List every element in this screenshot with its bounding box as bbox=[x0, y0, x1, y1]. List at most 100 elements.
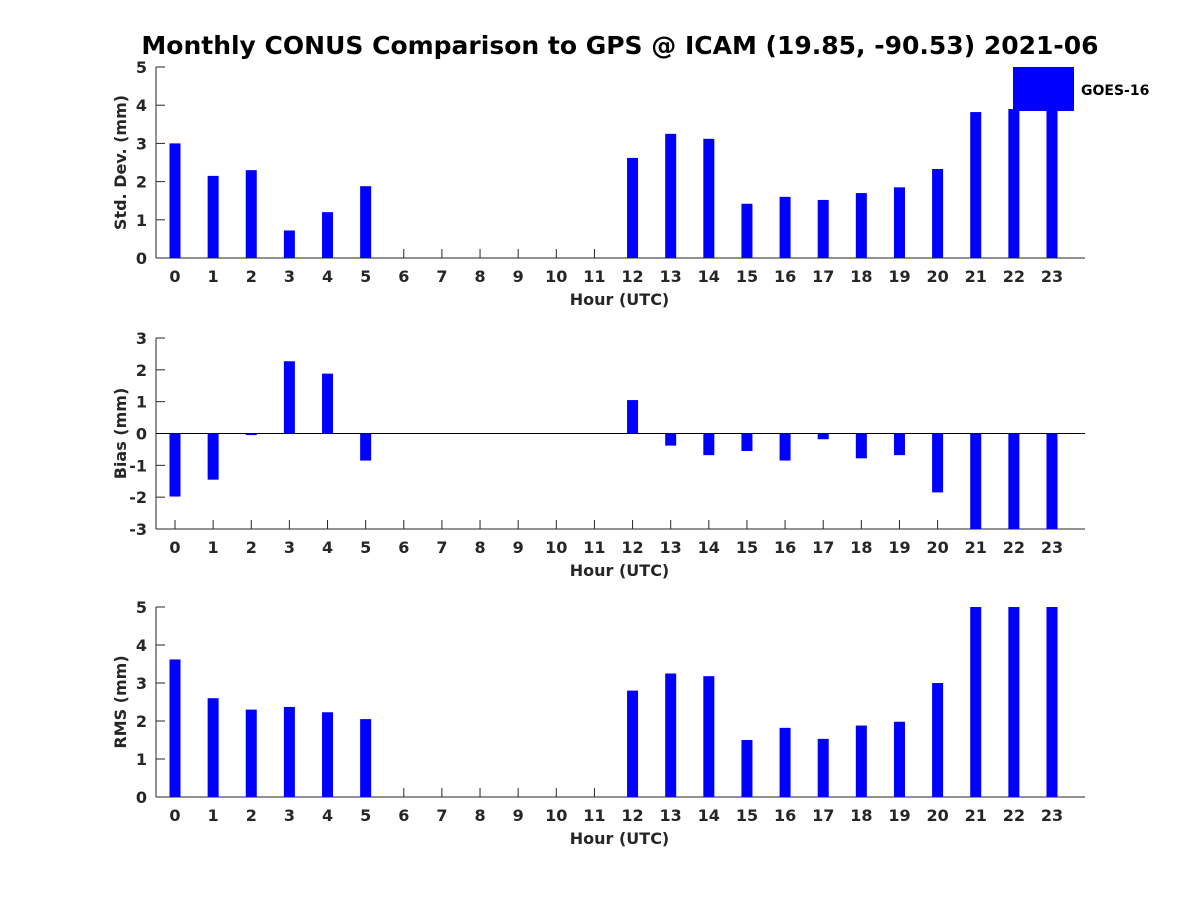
x-tick-label: 21 bbox=[965, 806, 987, 825]
x-tick-label: 10 bbox=[545, 806, 567, 825]
x-tick-label: 16 bbox=[774, 267, 796, 286]
x-tick-label: 6 bbox=[398, 267, 409, 286]
x-tick-label: 3 bbox=[284, 806, 295, 825]
x-tick-label: 2 bbox=[246, 806, 257, 825]
bar bbox=[703, 138, 715, 258]
y-tick-label: 1 bbox=[136, 393, 147, 412]
bar bbox=[360, 719, 372, 797]
bar bbox=[741, 203, 753, 258]
bar bbox=[207, 175, 219, 258]
x-tick-label: 13 bbox=[660, 267, 682, 286]
bar bbox=[703, 676, 715, 797]
x-tick-label: 23 bbox=[1041, 806, 1063, 825]
bar bbox=[970, 112, 982, 259]
bar bbox=[741, 740, 753, 797]
bar bbox=[627, 690, 639, 797]
bar bbox=[627, 157, 639, 258]
bar bbox=[970, 607, 982, 797]
y-tick-label: 2 bbox=[136, 173, 147, 192]
x-tick-label: 3 bbox=[284, 538, 295, 557]
x-tick-label: 14 bbox=[698, 267, 720, 286]
bar bbox=[779, 196, 791, 258]
bar bbox=[207, 698, 219, 797]
x-tick-label: 15 bbox=[736, 538, 758, 557]
legend-swatch bbox=[1013, 67, 1074, 111]
bar bbox=[855, 193, 867, 258]
x-axis-label: Hour (UTC) bbox=[570, 290, 670, 309]
bar bbox=[779, 727, 791, 797]
bar bbox=[893, 721, 905, 797]
bar bbox=[665, 133, 677, 258]
x-tick-label: 9 bbox=[513, 538, 524, 557]
bar bbox=[360, 433, 372, 461]
bar bbox=[1008, 109, 1020, 259]
x-tick-label: 11 bbox=[583, 267, 605, 286]
y-tick-label: 1 bbox=[136, 211, 147, 230]
bar bbox=[893, 187, 905, 258]
x-tick-label: 8 bbox=[474, 267, 485, 286]
x-tick-label: 23 bbox=[1041, 267, 1063, 286]
bar bbox=[169, 433, 181, 497]
x-tick-label: 10 bbox=[545, 538, 567, 557]
bar bbox=[665, 433, 677, 446]
y-tick-label: 2 bbox=[136, 712, 147, 731]
x-tick-label: 5 bbox=[360, 267, 371, 286]
bar bbox=[932, 168, 944, 258]
bar bbox=[893, 433, 905, 456]
bar bbox=[245, 433, 257, 436]
x-tick-label: 17 bbox=[812, 267, 834, 286]
bar bbox=[283, 361, 295, 434]
x-tick-label: 6 bbox=[398, 538, 409, 557]
x-tick-label: 5 bbox=[360, 806, 371, 825]
x-tick-label: 19 bbox=[888, 806, 910, 825]
x-tick-label: 21 bbox=[965, 267, 987, 286]
x-tick-label: 14 bbox=[698, 538, 720, 557]
x-tick-label: 20 bbox=[926, 538, 948, 557]
y-tick-label: -2 bbox=[129, 488, 147, 507]
bar bbox=[932, 433, 944, 493]
bar bbox=[283, 230, 295, 258]
bar bbox=[360, 186, 372, 258]
y-axis-label: Std. Dev. (mm) bbox=[111, 95, 130, 230]
x-tick-label: 15 bbox=[736, 806, 758, 825]
x-tick-label: 6 bbox=[398, 806, 409, 825]
bar bbox=[1046, 433, 1058, 529]
bar bbox=[665, 673, 677, 797]
y-axis-label: Bias (mm) bbox=[111, 388, 130, 480]
bar bbox=[322, 712, 334, 797]
x-tick-label: 2 bbox=[246, 267, 257, 286]
x-tick-label: 22 bbox=[1003, 806, 1025, 825]
bar bbox=[741, 433, 753, 452]
y-tick-label: 4 bbox=[136, 636, 147, 655]
x-tick-label: 20 bbox=[926, 806, 948, 825]
x-tick-label: 23 bbox=[1041, 538, 1063, 557]
x-tick-label: 13 bbox=[660, 806, 682, 825]
bar bbox=[817, 738, 829, 797]
x-tick-label: 1 bbox=[208, 267, 219, 286]
bar bbox=[1046, 110, 1058, 259]
x-tick-label: 0 bbox=[169, 806, 180, 825]
x-tick-label: 22 bbox=[1003, 267, 1025, 286]
x-tick-label: 16 bbox=[774, 538, 796, 557]
x-tick-label: 17 bbox=[812, 538, 834, 557]
x-tick-label: 12 bbox=[621, 806, 643, 825]
x-tick-label: 21 bbox=[965, 538, 987, 557]
y-tick-label: 3 bbox=[136, 329, 147, 348]
x-tick-label: 20 bbox=[926, 267, 948, 286]
x-tick-label: 7 bbox=[436, 267, 447, 286]
bar bbox=[322, 212, 334, 258]
x-tick-label: 5 bbox=[360, 538, 371, 557]
x-tick-label: 10 bbox=[545, 267, 567, 286]
bar bbox=[855, 725, 867, 797]
x-tick-label: 9 bbox=[513, 806, 524, 825]
x-tick-label: 3 bbox=[284, 267, 295, 286]
bar bbox=[817, 199, 829, 258]
bar bbox=[779, 433, 791, 461]
bar bbox=[1046, 607, 1058, 797]
x-tick-label: 1 bbox=[208, 806, 219, 825]
x-tick-label: 11 bbox=[583, 806, 605, 825]
bar bbox=[1008, 433, 1020, 529]
y-tick-label: 0 bbox=[136, 249, 147, 268]
